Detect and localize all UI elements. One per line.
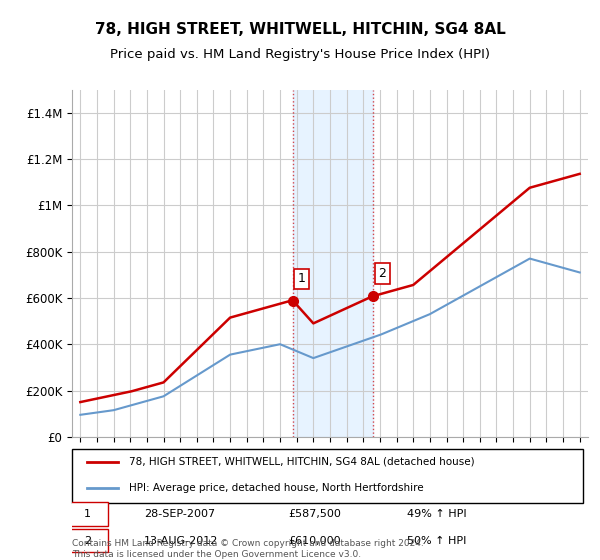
Text: 78, HIGH STREET, WHITWELL, HITCHIN, SG4 8AL: 78, HIGH STREET, WHITWELL, HITCHIN, SG4 … [95, 22, 505, 38]
Text: 50% ↑ HPI: 50% ↑ HPI [407, 535, 467, 545]
Text: Contains HM Land Registry data © Crown copyright and database right 2024.
This d: Contains HM Land Registry data © Crown c… [72, 539, 424, 559]
Text: 28-SEP-2007: 28-SEP-2007 [144, 509, 215, 519]
Text: 2: 2 [84, 535, 91, 545]
FancyBboxPatch shape [72, 449, 583, 503]
Text: 1: 1 [84, 509, 91, 519]
Text: 49% ↑ HPI: 49% ↑ HPI [407, 509, 467, 519]
Text: 2: 2 [378, 267, 386, 280]
Text: 1: 1 [298, 272, 305, 285]
Text: 13-AUG-2012: 13-AUG-2012 [144, 535, 218, 545]
Text: £610,000: £610,000 [289, 535, 341, 545]
FancyBboxPatch shape [67, 529, 108, 552]
Text: HPI: Average price, detached house, North Hertfordshire: HPI: Average price, detached house, Nort… [129, 483, 424, 493]
Text: £587,500: £587,500 [289, 509, 341, 519]
FancyBboxPatch shape [67, 502, 108, 526]
Text: Price paid vs. HM Land Registry's House Price Index (HPI): Price paid vs. HM Land Registry's House … [110, 48, 490, 60]
Text: 78, HIGH STREET, WHITWELL, HITCHIN, SG4 8AL (detached house): 78, HIGH STREET, WHITWELL, HITCHIN, SG4 … [129, 457, 475, 467]
